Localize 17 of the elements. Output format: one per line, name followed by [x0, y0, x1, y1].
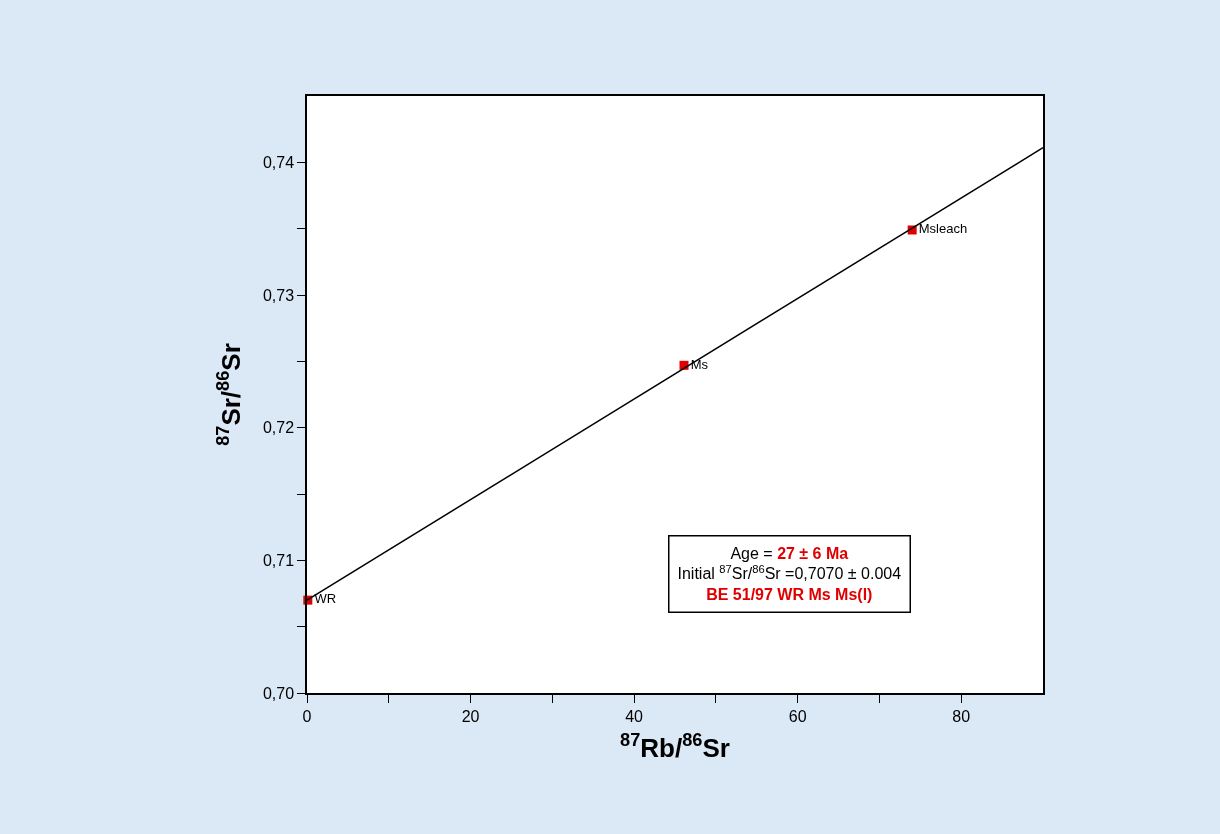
x-tick-label: 20	[461, 707, 480, 725]
y-tick-label: 0,72	[262, 419, 295, 437]
x-tick-label: 0	[302, 707, 312, 725]
x-tick-label: 80	[952, 707, 971, 725]
x-axis-title: $^{87}$Rb/$^{86}$Sr	[620, 730, 730, 764]
annotation: Initial $^{87}$Sr/$^{86}$Sr =0,7070 ± 0.004	[677, 562, 902, 583]
x-tick-label: 60	[788, 707, 807, 725]
annotation: BE 51/97 WR Ms Ms(l)	[706, 586, 873, 604]
series-label: WR	[314, 591, 337, 607]
x-tick-label: 40	[625, 707, 644, 725]
annotation: Age = 27 ± 6 Ma	[730, 544, 849, 562]
y-tick-label: 0,74	[262, 153, 295, 171]
y-tick-label: 0,71	[262, 551, 295, 569]
series-label: Ms	[690, 356, 709, 372]
y-tick-label: 0,70	[262, 684, 295, 702]
y-tick-label: 0,73	[262, 286, 295, 304]
series-label: Msleach	[918, 221, 968, 237]
